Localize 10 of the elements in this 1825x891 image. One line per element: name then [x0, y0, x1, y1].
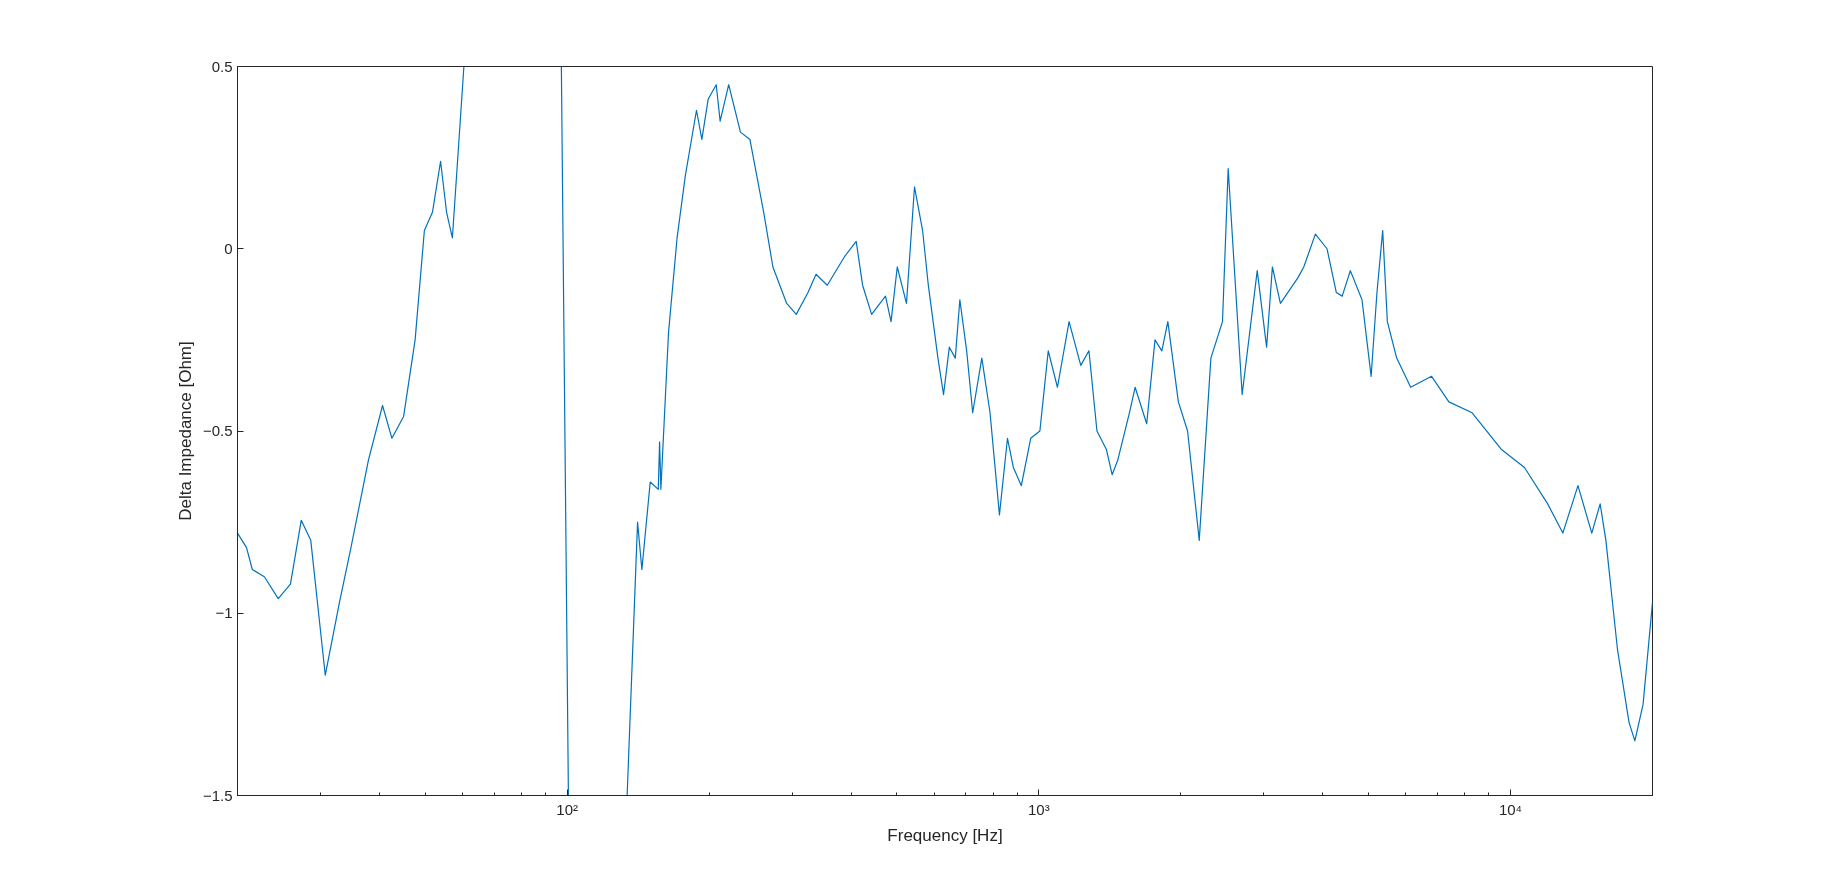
x-axis-title: Frequency [Hz] [887, 825, 1003, 845]
x-tick-label: 10³ [1028, 800, 1050, 818]
y-tick-label: 0.5 [211, 57, 233, 75]
x-tick-label: 10⁴ [1498, 800, 1523, 818]
y-tick-label: −1 [215, 604, 233, 622]
y-tick-label: −0.5 [202, 422, 233, 439]
x-tick-label: 10² [556, 800, 579, 818]
y-axis-title: Delta Impedance [Ohm] [175, 341, 195, 521]
y-tick-label: 0 [224, 239, 233, 257]
y-tick-label: −1.5 [202, 786, 233, 804]
